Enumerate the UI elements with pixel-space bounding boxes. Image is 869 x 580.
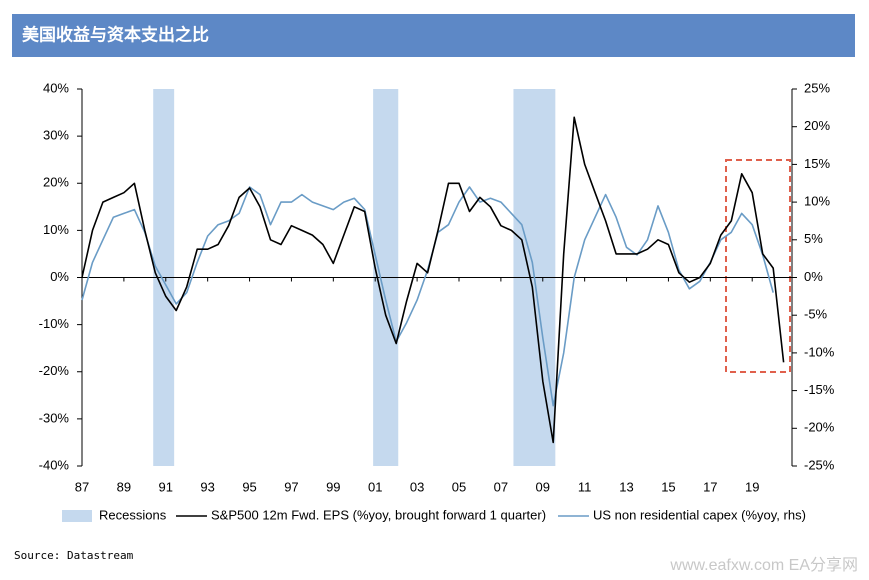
x-tick-label: 17 — [703, 479, 717, 494]
y-tick-label: 40% — [43, 80, 69, 95]
x-tick-label: 03 — [410, 479, 424, 494]
legend-swatch — [62, 510, 92, 522]
y2-tick-label: -25% — [804, 457, 835, 472]
x-tick-label: 11 — [578, 479, 592, 494]
y-tick-label: 20% — [43, 175, 69, 190]
x-tick-label: 01 — [368, 479, 382, 494]
y-tick-label: 10% — [43, 222, 69, 237]
x-tick-label: 95 — [242, 479, 256, 494]
watermark: www.eafxw.com EA分享网 — [669, 556, 858, 574]
y-tick-label: 0% — [50, 269, 69, 284]
y-tick-label: -10% — [39, 316, 70, 331]
x-tick-label: 05 — [452, 479, 466, 494]
legend-label: S&P500 12m Fwd. EPS (%yoy, brought forwa… — [211, 507, 546, 522]
x-tick-label: 13 — [619, 479, 633, 494]
x-tick-label: 09 — [536, 479, 550, 494]
y2-tick-label: 10% — [804, 194, 830, 209]
x-tick-label: 07 — [494, 479, 508, 494]
y-tick-label: -30% — [39, 410, 70, 425]
y2-tick-label: 25% — [804, 80, 830, 95]
legend-label: US non residential capex (%yoy, rhs) — [593, 507, 806, 522]
x-tick-label: 99 — [326, 479, 340, 494]
y2-tick-label: 20% — [804, 118, 830, 133]
x-tick-label: 19 — [745, 479, 759, 494]
y2-tick-label: -15% — [804, 382, 835, 397]
title-banner — [12, 14, 855, 57]
y-tick-label: -40% — [39, 457, 70, 472]
y2-tick-label: -10% — [804, 344, 835, 359]
x-tick-label: 15 — [661, 479, 675, 494]
highlight-box — [725, 159, 791, 373]
y-tick-label: 30% — [43, 128, 69, 143]
y2-tick-label: 5% — [804, 231, 823, 246]
y2-tick-label: -5% — [804, 307, 828, 322]
legend-label: Recessions — [99, 507, 167, 522]
x-tick-label: 97 — [284, 479, 298, 494]
series-line — [81, 186, 774, 407]
chart-title: 美国收益与资本支出之比 — [22, 25, 209, 46]
x-tick-label: 87 — [75, 479, 89, 494]
x-tick-label: 93 — [200, 479, 214, 494]
y-tick-label: -20% — [39, 363, 70, 378]
x-tick-label: 89 — [117, 479, 131, 494]
source: Source: Datastream — [14, 549, 134, 562]
x-tick-label: 91 — [159, 479, 173, 494]
y2-tick-label: -20% — [804, 420, 835, 435]
y2-tick-label: 0% — [804, 269, 823, 284]
y2-tick-label: 15% — [804, 156, 830, 171]
series-line — [81, 116, 785, 444]
